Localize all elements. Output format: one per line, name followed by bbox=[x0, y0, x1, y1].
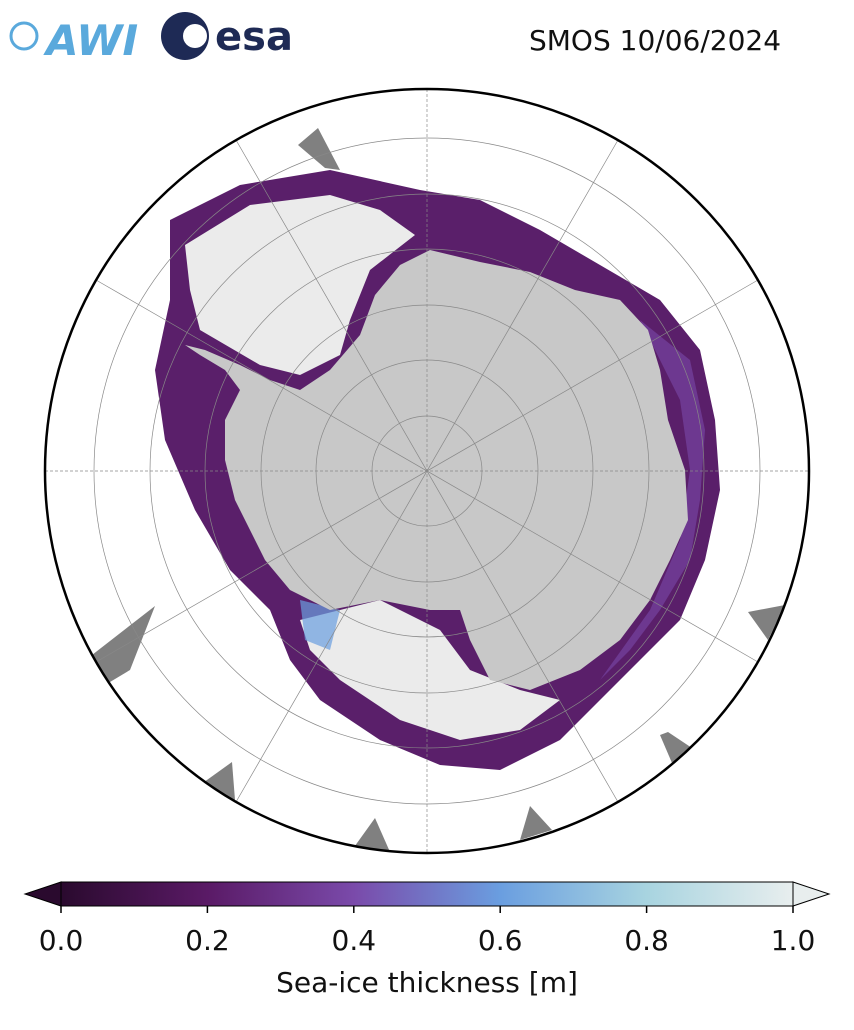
colorbar-label: Sea-ice thickness [m] bbox=[276, 966, 578, 999]
colorbar-tick-label: 0.0 bbox=[39, 924, 84, 957]
colorbar-tick-label: 0.8 bbox=[624, 924, 669, 957]
thick-ice bbox=[300, 600, 560, 740]
esa-logo: esa bbox=[161, 12, 293, 60]
colorbar: 0.0 0.2 0.4 0.6 0.8 1.0 bbox=[23, 881, 831, 957]
colorbar-extend-low bbox=[23, 881, 62, 907]
awi-logo-text: AWI bbox=[43, 16, 138, 65]
awi-logo: AWI bbox=[9, 16, 138, 65]
antarctica bbox=[185, 250, 688, 690]
colorbar-bar bbox=[60, 881, 794, 907]
colorbar-tick-label: 0.6 bbox=[478, 924, 523, 957]
thick-ice bbox=[185, 195, 415, 375]
colorbar-tick-label: 0.4 bbox=[332, 924, 377, 957]
esa-logo-text: esa bbox=[215, 14, 293, 60]
thin-ice-band bbox=[600, 320, 705, 680]
mid-ice bbox=[300, 600, 340, 650]
map-border bbox=[43, 87, 811, 855]
land-outside bbox=[92, 128, 785, 852]
map-area bbox=[45, 89, 809, 853]
graticule bbox=[45, 89, 809, 853]
colorbar-extend-high bbox=[792, 881, 831, 907]
colorbar-tick-label: 1.0 bbox=[771, 924, 816, 957]
colorbar-tick-label: 0.2 bbox=[185, 924, 230, 957]
title: SMOS 10/06/2024 bbox=[529, 24, 781, 57]
